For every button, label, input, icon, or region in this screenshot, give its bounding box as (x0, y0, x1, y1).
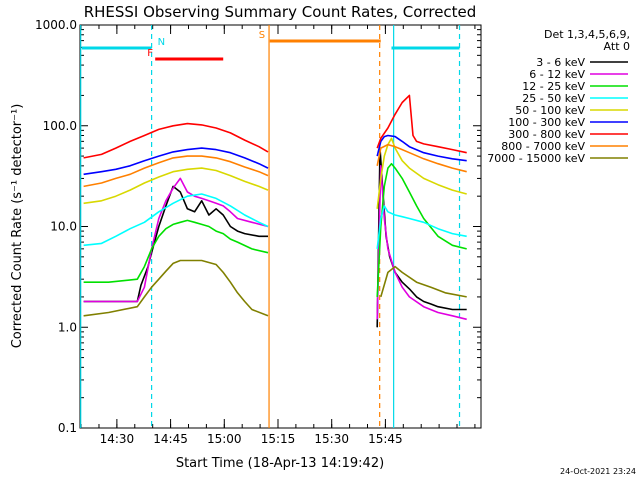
axes-layer (80, 24, 481, 429)
legend-label: 100 - 300 keV (508, 116, 585, 129)
annotation-label: S (259, 30, 265, 41)
legend-header-1: Det 1,3,4,5,6,9, (544, 28, 630, 41)
timestamp: 24-Oct-2021 23:24 (560, 467, 636, 476)
x-tick-labels: 14:30 14:45 15:00 15:15 15:30 15:45 (100, 432, 403, 446)
y-tick-label: 1.0 (58, 320, 77, 334)
series-line (83, 134, 467, 176)
series-line (83, 259, 467, 317)
x-tick-label: 15:00 (207, 432, 242, 446)
y-tick-label: 1000.0 (35, 18, 77, 32)
y-tick-labels: 0.1 1.0 10.0 100.0 1000.0 (35, 18, 77, 435)
y-tick-label: 0.1 (58, 421, 77, 435)
legend-label: 25 - 50 keV (522, 92, 585, 105)
y-tick-label: 10.0 (50, 220, 77, 234)
x-tick-label: 15:15 (261, 432, 296, 446)
legend-label: 800 - 7000 keV (501, 140, 585, 153)
annotation-layer: NF S (80, 25, 461, 428)
series-line (83, 143, 467, 188)
x-tick-label: 14:30 (100, 432, 135, 446)
legend-label: 300 - 800 keV (508, 128, 585, 141)
series-layer (83, 94, 467, 328)
x-tick-label: 15:45 (368, 432, 403, 446)
x-tick-label: 15:30 (314, 432, 349, 446)
series-line (83, 165, 467, 321)
series-line (83, 137, 467, 209)
legend-label: 12 - 25 keV (522, 80, 585, 93)
plot-frame (79, 24, 482, 429)
annotation-label: F (147, 48, 153, 59)
y-axis-label: Corrected Count Rate (s⁻¹ detector⁻¹) (10, 104, 25, 349)
legend-label: 6 - 12 keV (529, 68, 585, 81)
y-tick-label: 100.0 (43, 119, 77, 133)
series-line (83, 94, 467, 159)
annotation-label: N (158, 37, 165, 48)
series-line (83, 162, 467, 297)
legend-label: 50 - 100 keV (515, 104, 585, 117)
x-tick-label: 14:45 (153, 432, 188, 446)
chart-title: RHESSI Observing Summary Count Rates, Co… (84, 3, 477, 21)
legend-label: 7000 - 15000 keV (487, 152, 585, 165)
series-line (83, 193, 467, 249)
x-axis-label: Start Time (18-Apr-13 14:19:42) (176, 456, 384, 471)
legend-label: 3 - 6 keV (536, 56, 585, 69)
legend-header-2: Att 0 (604, 40, 630, 53)
